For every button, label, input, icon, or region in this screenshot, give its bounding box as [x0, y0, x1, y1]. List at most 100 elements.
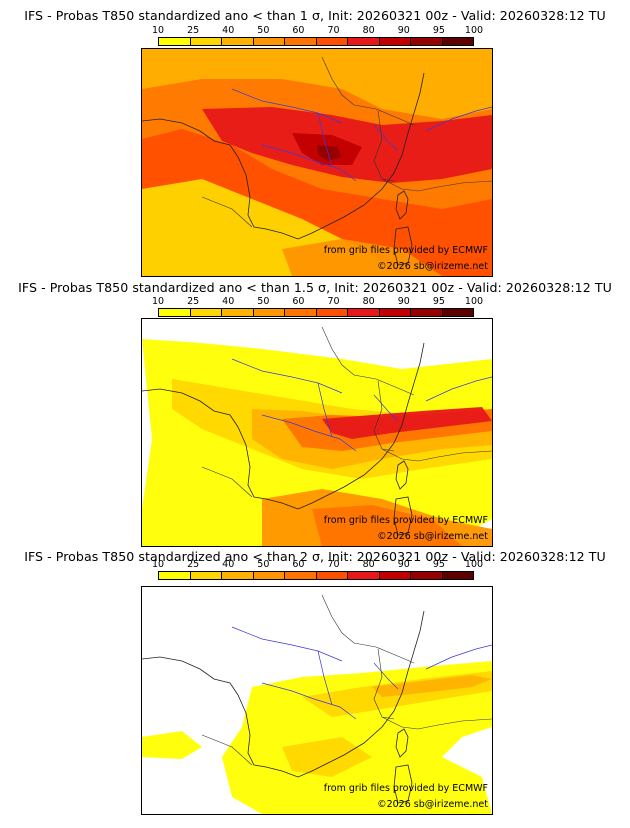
scale-tick-label: 50 — [257, 296, 270, 307]
scale-tick-label: 90 — [397, 559, 410, 570]
scale-swatch — [379, 38, 411, 45]
scale-swatch — [190, 309, 222, 316]
scale-tick-label: 80 — [362, 559, 375, 570]
probability-map: from grib files provided by ECMWF ©2026 … — [141, 586, 493, 815]
rivers — [231, 88, 492, 182]
scale-swatch — [316, 572, 348, 579]
scale-tick-label: 10 — [151, 25, 165, 36]
corsica-outline — [395, 728, 409, 758]
probability-field — [142, 49, 492, 119]
rivers — [231, 626, 492, 720]
scale-swatch — [285, 309, 317, 316]
scale-tick-label: 100 — [464, 559, 484, 570]
scale-ticks: 10 25 40 50 60 70 80 90 95 100 — [152, 296, 483, 307]
scale-swatch — [442, 309, 473, 316]
panel-2: IFS - Probas T850 standardized ano < tha… — [0, 276, 630, 547]
scale-ticks: 10 25 40 50 60 70 80 90 95 100 — [152, 559, 483, 570]
scale-swatch — [411, 572, 443, 579]
map-field — [142, 49, 492, 276]
scale-tick-label: 25 — [187, 296, 200, 307]
scale-swatch — [159, 309, 191, 316]
scale-tick-label: 40 — [222, 25, 235, 36]
scale-tick-label: 95 — [432, 25, 445, 36]
scale-tick-label: 50 — [257, 559, 270, 570]
scale-tick-label: 40 — [222, 559, 235, 570]
scale-tick-label: 50 — [257, 25, 270, 36]
scale-bar — [158, 37, 474, 46]
scale-swatch — [222, 38, 254, 45]
scale-tick-label: 60 — [292, 25, 305, 36]
sardinia-outline — [393, 226, 413, 266]
scale-swatch — [222, 572, 254, 579]
credit-source: from grib files provided by ECMWF — [323, 783, 488, 794]
scale-tick-label: 95 — [432, 559, 445, 570]
credit-copyright: ©2026 sb@irizeme.net — [377, 799, 488, 810]
scale-swatch — [253, 572, 285, 579]
scale-swatch — [411, 309, 443, 316]
panel-1: IFS - Probas T850 standardized ano < tha… — [0, 0, 630, 277]
scale-tick-label: 70 — [327, 296, 340, 307]
scale-tick-label: 90 — [397, 25, 410, 36]
scale-swatch — [348, 38, 380, 45]
country-borders — [201, 594, 492, 766]
scale-tick-label: 40 — [222, 296, 235, 307]
scale-tick-label: 60 — [292, 559, 305, 570]
probability-field — [317, 145, 342, 161]
scale-tick-label: 10 — [151, 296, 165, 307]
rivers — [231, 358, 492, 452]
panel-title: IFS - Probas T850 standardized ano < tha… — [24, 549, 606, 564]
scale-tick-label: 70 — [327, 559, 340, 570]
corsica-outline — [395, 190, 409, 220]
scale-tick-label: 60 — [292, 296, 305, 307]
scale-swatch — [285, 572, 317, 579]
country-borders — [201, 326, 492, 498]
probability-field — [142, 731, 202, 759]
scale-swatch — [253, 309, 285, 316]
scale-swatch — [222, 309, 254, 316]
corsica-outline — [395, 460, 409, 490]
scale-swatch — [442, 572, 473, 579]
scale-tick-label: 70 — [327, 25, 340, 36]
scale-swatch — [316, 38, 348, 45]
scale-swatch — [316, 309, 348, 316]
scale-tick-label: 25 — [187, 25, 200, 36]
scale-swatch — [190, 572, 222, 579]
scale-swatch — [379, 572, 411, 579]
coastline — [142, 610, 425, 778]
scale-bar — [158, 308, 474, 317]
panel-title: IFS - Probas T850 standardized ano < tha… — [18, 280, 612, 295]
scale-swatch — [285, 38, 317, 45]
scale-swatch — [348, 309, 380, 316]
scale-ticks: 10 25 40 50 60 70 80 90 95 100 — [152, 25, 483, 36]
scale-tick-label: 80 — [362, 296, 375, 307]
probability-field — [282, 239, 442, 276]
scale-swatch — [190, 38, 222, 45]
coastline — [142, 342, 425, 510]
panel-title: IFS - Probas T850 standardized ano < tha… — [24, 8, 606, 23]
scale-swatch — [411, 38, 443, 45]
scale-bar — [158, 571, 474, 580]
scale-tick-label: 25 — [187, 559, 200, 570]
probability-map: from grib files provided by ECMWF ©2026 … — [141, 318, 493, 547]
scale-tick-label: 80 — [362, 25, 375, 36]
coastline — [142, 72, 425, 240]
scale-tick-label: 90 — [397, 296, 410, 307]
probability-field — [312, 505, 462, 546]
map-field — [142, 319, 492, 546]
sardinia-outline — [393, 496, 413, 536]
credit-source: from grib files provided by ECMWF — [323, 245, 488, 256]
scale-swatch — [379, 309, 411, 316]
scale-swatch — [253, 38, 285, 45]
probability-field — [282, 737, 372, 777]
scale-swatch — [159, 38, 191, 45]
sardinia-outline — [393, 764, 413, 804]
probability-map: from grib files provided by ECMWF ©2026 … — [141, 48, 493, 277]
scale-swatch — [442, 38, 473, 45]
panel-3: IFS - Probas T850 standardized ano < tha… — [0, 546, 630, 828]
scale-tick-label: 10 — [151, 559, 165, 570]
country-borders — [201, 56, 492, 228]
scale-tick-label: 95 — [432, 296, 445, 307]
map-field — [142, 587, 492, 814]
scale-swatch — [159, 572, 191, 579]
scale-tick-label: 100 — [464, 25, 484, 36]
